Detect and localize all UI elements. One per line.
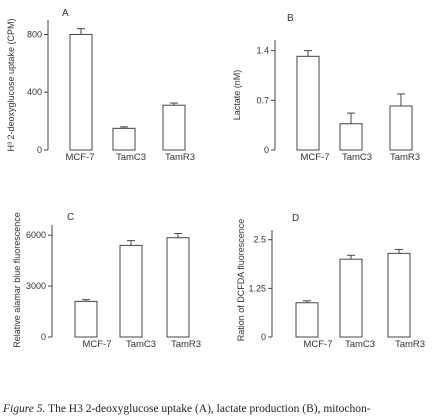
category-label: TamR3 [395, 339, 425, 350]
bar-mcf-7 [69, 33, 93, 151]
y-tick-label: 800 [27, 29, 42, 39]
y-tick-label: 2.5 [253, 235, 266, 245]
bar-mcf-7 [296, 55, 320, 151]
category-label: TamR3 [171, 339, 201, 350]
y-axis-label: H³ 2-deoxyglucose uptake (CPM) [6, 18, 16, 151]
y-tick-label: 6000 [26, 230, 46, 240]
category-label: MCF-7 [303, 339, 332, 350]
category-label: TamR3 [165, 152, 195, 163]
figure-caption: Figure 5. The H3 2-deoxyglucose uptake (… [3, 402, 437, 420]
panel-label: A [62, 8, 69, 19]
y-axis-label: Ration of DCFDA fluorescence [236, 219, 246, 342]
figure: 0 400 800 MCF-7 TamC3 TamR3 A H³ 2-deoxyglucose… [6, 8, 425, 350]
y-axis-label: Relative alamar blue fluorescence [12, 212, 22, 348]
panel-b: 0 0.7 1.4 MCF-7 TamC3 TamR3 B Lactate (nM) [232, 13, 420, 163]
category-label: TamC3 [116, 152, 146, 163]
bar-mcf-7 [295, 302, 319, 338]
panel-a: 0 400 800 MCF-7 TamC3 TamR3 A H³ 2-deoxyglucose… [6, 8, 195, 163]
caption-label: Figure 5. [3, 403, 46, 415]
panel-label: B [287, 13, 294, 24]
category-label: MCF-7 [82, 339, 111, 350]
y-tick-label: 0 [264, 145, 269, 155]
y-tick-label: 0 [37, 145, 42, 155]
category-label: TamC3 [345, 339, 375, 350]
panel-c: 0 3000 6000 MCF-7 TamC3 TamR3 C Relative alamar… [12, 212, 201, 350]
category-label: MCF-7 [65, 152, 94, 163]
category-label: TamR3 [390, 152, 420, 163]
panel-d: 0 1.25 2.5 MCF-7 TamC3 TamR3 D Ration of DCFDA … [236, 213, 425, 350]
y-tick-label: 0 [261, 332, 266, 342]
y-tick-label: 0.7 [256, 95, 269, 105]
bar-tamc3 [112, 127, 136, 151]
bar-mcf-7 [74, 300, 98, 338]
y-tick-label: 400 [27, 87, 42, 97]
bar-tamc3 [119, 244, 143, 338]
category-label: MCF-7 [300, 152, 329, 163]
bar-tamc3 [339, 123, 363, 151]
category-label: TamC3 [342, 152, 372, 163]
y-tick-label: 3000 [26, 281, 46, 291]
category-label: TamC3 [126, 339, 156, 350]
y-tick-label: 0 [41, 332, 46, 342]
bar-tamr3 [162, 104, 186, 151]
y-tick-label: 1.4 [256, 46, 269, 56]
bar-tamr3 [166, 237, 190, 338]
caption-text: The H3 2-deoxyglucose uptake (A), lactat… [48, 403, 371, 415]
panel-label: D [292, 213, 299, 224]
y-axis-label: Lactate (nM) [232, 70, 242, 121]
panel-label: C [67, 212, 74, 223]
bar-tamr3 [387, 252, 411, 338]
y-tick-label: 1.25 [248, 283, 266, 293]
bar-tamc3 [339, 258, 363, 338]
bar-tamr3 [389, 105, 413, 151]
